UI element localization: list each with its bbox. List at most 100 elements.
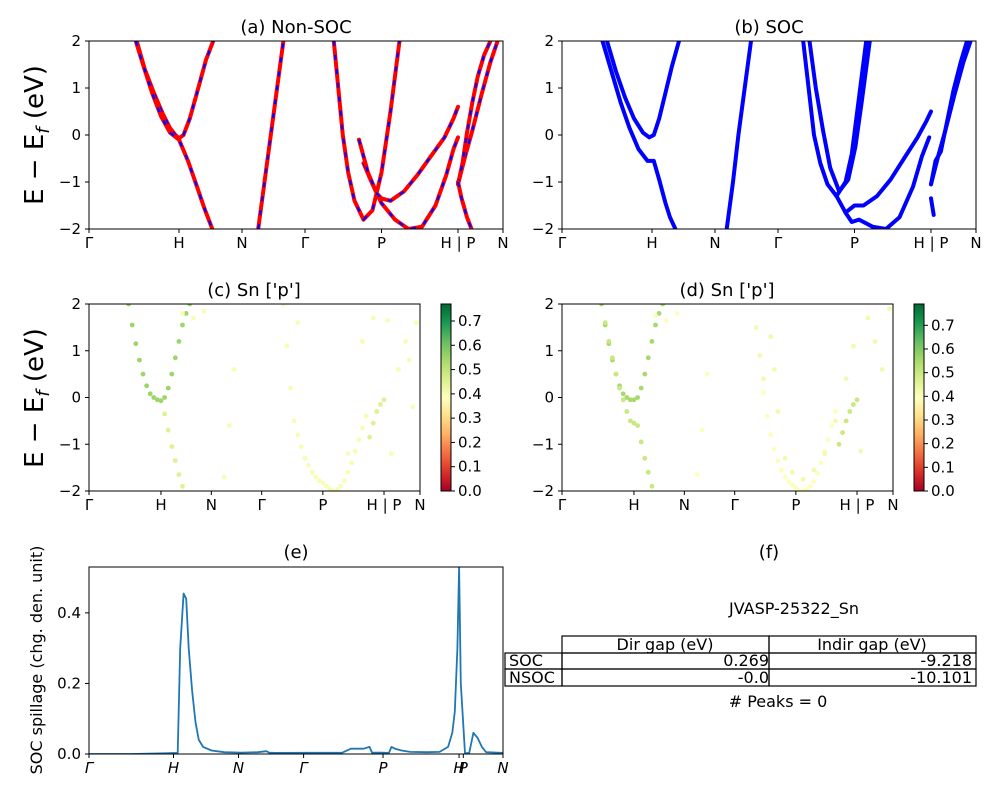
projection-point — [313, 474, 319, 480]
panel-d-colorbar — [913, 303, 925, 492]
projection-point — [169, 371, 175, 377]
projection-point — [363, 413, 369, 419]
colorbar-tick-label: 0.4 — [458, 385, 482, 403]
projection-point — [617, 385, 622, 391]
colorbar-tick-label: 0.7 — [458, 312, 482, 330]
projection-point — [221, 474, 227, 480]
projection-point — [158, 398, 164, 404]
projection-point — [284, 343, 290, 349]
projection-point — [628, 397, 633, 403]
x-tick-label: H — [155, 496, 166, 514]
projection-point — [151, 395, 157, 400]
band-line-dash — [134, 41, 214, 229]
projection-point — [316, 478, 322, 484]
panel-a-title: (a) Non-SOC — [240, 17, 351, 38]
colorbar-tick-label: 0.2 — [458, 433, 482, 451]
projection-point — [825, 437, 831, 442]
panel-a: (a) Non-SOC E − Ef (eV) Γ H N Γ P H | P N −2 −1 0… — [20, 17, 509, 252]
panel-e-title: (e) — [283, 542, 308, 563]
panel-e-ylabel: SOC spillage (chg. den. unit) — [27, 546, 46, 775]
panel-f-subtitle: JVASP-25322_Sn — [728, 599, 859, 619]
projection-point — [674, 311, 680, 316]
panel-e-plot — [89, 567, 503, 754]
projection-point — [190, 315, 196, 321]
table-cell-nsoc-indir: -10.101 — [910, 668, 972, 687]
projection-point — [768, 432, 774, 438]
band-line — [834, 135, 932, 229]
projection-point — [360, 425, 365, 431]
panel-b-ticks: Γ H N Γ P H | P N −2 −1 0 1 2 — [532, 32, 982, 252]
x-tick-label: N — [233, 759, 244, 777]
projection-point — [660, 304, 666, 307]
y-tick-label: −2 — [59, 220, 81, 238]
colorbar-tick-label: 0.1 — [458, 458, 482, 476]
band-line-dash — [362, 137, 460, 229]
panel-c-marks — [126, 304, 419, 491]
y-tick-label: 0 — [544, 126, 554, 144]
projection-point — [396, 367, 401, 372]
projection-point — [818, 460, 824, 466]
projection-point — [388, 451, 394, 456]
x-tick-label: N — [709, 234, 720, 252]
table-cell-soc-indir: -9.218 — [920, 651, 972, 670]
x-tick-label: Γ — [558, 496, 567, 514]
projection-point — [822, 451, 827, 456]
x-tick-label: Γ — [258, 496, 267, 514]
panel-a-plot — [133, 41, 500, 229]
projection-point — [768, 334, 774, 340]
panel-c-plot — [126, 304, 419, 491]
panel-a-ticks: Γ H N Γ P H | P N −2 −1 0 1 2 — [59, 32, 509, 252]
band-line — [807, 41, 872, 194]
colorbar-tick-label: 0.3 — [458, 409, 482, 427]
y-tick-label: 0 — [544, 389, 554, 407]
projection-point — [843, 376, 849, 382]
colorbar-tick-label: 0.0 — [458, 482, 482, 500]
projection-point — [829, 423, 835, 428]
band-line — [456, 180, 474, 229]
projection-point — [789, 469, 795, 475]
colorbar-tick-label: 0.6 — [458, 336, 482, 354]
colorbar-tick-label: 0.0 — [931, 482, 955, 500]
x-tick-label: H | P — [367, 496, 402, 514]
projection-point — [187, 304, 193, 307]
x-tick-label: N — [679, 496, 690, 514]
band-line — [134, 41, 216, 141]
projection-point — [843, 418, 849, 424]
projection-point — [342, 478, 347, 484]
projection-point — [331, 488, 337, 491]
panel-d-colorbar-ticks: 0.0 0.1 0.2 0.3 0.4 0.5 0.6 0.7 — [924, 316, 955, 500]
band-line-dash — [456, 41, 499, 185]
x-tick-label: H — [173, 234, 184, 252]
x-tick-label: H | P — [914, 234, 949, 252]
x-tick-label: N — [970, 234, 981, 252]
projection-point — [320, 480, 326, 486]
panel-b-plot — [600, 41, 973, 229]
projection-point — [761, 390, 766, 396]
projection-point — [610, 355, 615, 361]
projection-point — [807, 483, 813, 489]
projection-point — [775, 409, 781, 414]
projection-point — [613, 371, 619, 377]
projection-point — [811, 467, 817, 473]
projection-point — [761, 376, 766, 382]
projection-point — [858, 448, 863, 454]
projection-point — [133, 341, 139, 347]
projection-point — [144, 383, 150, 389]
y-tick-label: −2 — [59, 482, 81, 500]
projection-point — [699, 427, 705, 433]
projection-point — [757, 353, 763, 358]
projection-point — [165, 427, 171, 433]
projection-point — [140, 371, 146, 377]
projection-point — [642, 455, 648, 461]
projection-point — [782, 474, 788, 480]
panel-c-ylabel: E − Ef (eV) — [20, 328, 54, 468]
projection-point — [147, 391, 153, 397]
projection-point — [628, 418, 633, 424]
projection-point — [155, 397, 160, 403]
projection-point — [306, 462, 311, 468]
x-tick-label: N — [497, 759, 508, 777]
band-line — [600, 41, 678, 229]
x-tick-label: N — [236, 234, 247, 252]
x-tick-label: Γ — [774, 234, 783, 252]
